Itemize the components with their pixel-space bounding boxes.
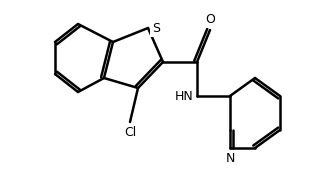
Text: HN: HN (174, 89, 193, 103)
Text: S: S (152, 22, 160, 35)
Text: O: O (205, 13, 215, 26)
Text: N: N (225, 152, 235, 165)
Text: Cl: Cl (124, 126, 136, 139)
